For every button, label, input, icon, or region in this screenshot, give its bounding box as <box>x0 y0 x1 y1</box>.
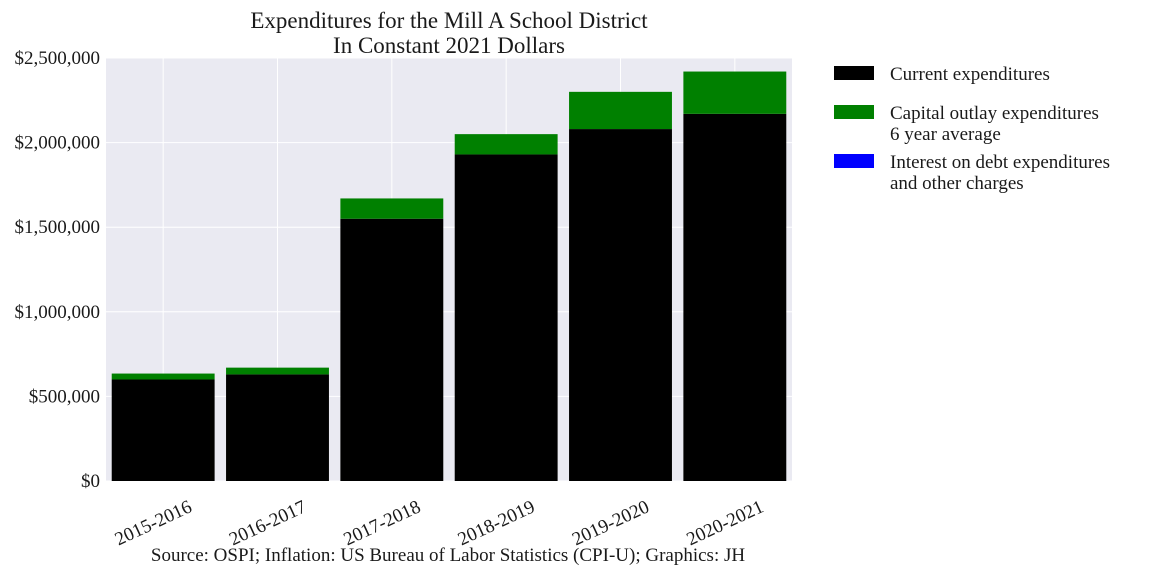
bar-2016-2017-series-1 <box>226 367 329 375</box>
legend-label: Capital outlay expenditures 6 year averag… <box>890 103 1099 145</box>
legend-swatch <box>834 66 874 80</box>
x-tick-label: 2017-2018 <box>340 496 423 550</box>
plot-area <box>106 58 792 481</box>
bar-2019-2020-series-1 <box>569 91 672 130</box>
bar-2019-2020-series-0 <box>569 129 672 481</box>
chart-title: Expenditures for the Mill A School Distr… <box>250 8 648 58</box>
bar-2018-2019-series-0 <box>454 154 558 481</box>
y-tick-label: $0 <box>81 471 100 492</box>
y-tick-label: $1,500,000 <box>15 217 101 238</box>
y-tick-label: $2,000,000 <box>15 133 101 154</box>
legend-label: Interest on debt expenditures and other c… <box>890 152 1110 194</box>
x-tick-label: 2015-2016 <box>112 496 195 550</box>
bar-2015-2016-series-0 <box>111 379 215 481</box>
x-tick-label: 2016-2017 <box>226 496 309 550</box>
x-tick-label: 2018-2019 <box>455 496 538 550</box>
bar-2017-2018-series-1 <box>340 198 444 219</box>
legend-label: Current expenditures <box>890 64 1050 85</box>
x-axis-ticks: 2015-2016 2016-2017 2017-2018 2018-2019 2019… <box>112 496 767 550</box>
x-tick-label: 2019-2020 <box>569 496 652 550</box>
bar-2018-2019-series-1 <box>454 134 558 155</box>
bars <box>111 71 787 482</box>
bar-2017-2018-series-0 <box>340 218 444 482</box>
x-tick-label: 2020-2021 <box>683 496 766 550</box>
legend-swatch <box>834 154 874 168</box>
bar-2020-2021-series-1 <box>683 71 787 114</box>
y-axis-ticks: $0 $500,000 $1,000,000 $1,500,000 $2,000,000… <box>15 48 101 492</box>
bar-2016-2017-series-0 <box>226 374 329 481</box>
legend: Current expenditures Capital outlay expen… <box>834 64 1110 194</box>
y-tick-label: $500,000 <box>29 386 100 407</box>
legend-swatch <box>834 105 874 119</box>
bar-2015-2016-series-1 <box>111 373 215 380</box>
y-tick-label: $1,000,000 <box>15 302 101 323</box>
y-tick-label: $2,500,000 <box>15 48 101 69</box>
chart-title-line: In Constant 2021 Dollars <box>333 33 565 58</box>
bar-2020-2021-series-0 <box>683 113 787 481</box>
chart-title-line: Expenditures for the Mill A School Distr… <box>250 8 648 33</box>
source-note: Source: OSPI; Inflation: US Bureau of La… <box>151 545 745 566</box>
